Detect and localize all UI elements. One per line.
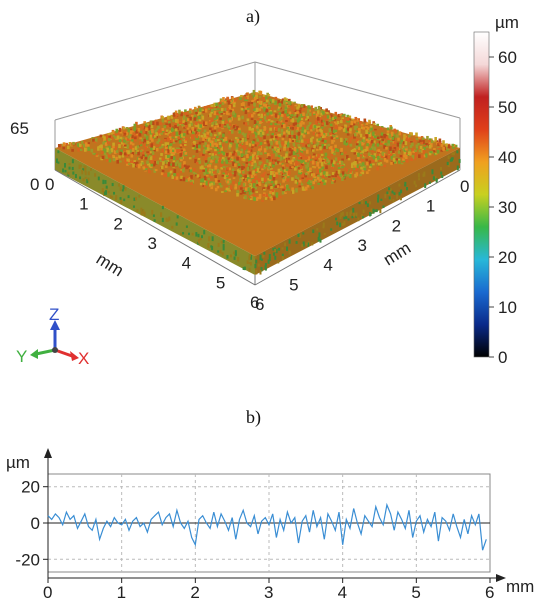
colorbar-tick-label: 30 — [498, 198, 517, 217]
z-top-label: 65 — [10, 119, 29, 138]
axis-triad: Z Y X — [16, 305, 89, 368]
surface-x-tick-label: 1 — [79, 195, 88, 214]
x-tick-label: 4 — [338, 583, 347, 601]
surface-x-tick-label: 5 — [216, 273, 225, 292]
y-axis-label: µm — [6, 453, 30, 472]
axis-y-label: Y — [16, 347, 27, 366]
surface-x-ticks: 0 1 2 3 4 5 6 — [45, 175, 259, 312]
x-axis-label: mm — [506, 577, 534, 596]
x-axis-arrow — [496, 574, 506, 582]
surface-y-tick-label: 6 — [255, 295, 264, 314]
surface-y-tick-label: 5 — [289, 275, 298, 294]
x-tick-label: 3 — [264, 583, 273, 601]
axis-x-label: X — [78, 349, 89, 368]
colorbar-ticks: 60 50 40 30 20 10 0 — [489, 48, 517, 367]
surface-x-tick-label: 6 — [250, 293, 259, 312]
y-tick-label: 20 — [21, 478, 40, 497]
colorbar-tick-label: 10 — [498, 298, 517, 317]
profile-line — [47, 502, 487, 551]
surface-y-tick-label: 4 — [323, 256, 332, 275]
surface-y-tick-label: 2 — [392, 216, 401, 235]
x-tick-label: 5 — [411, 583, 420, 601]
surface-x-label: mm — [93, 249, 127, 280]
panel-label-a: a) — [246, 6, 260, 26]
colorbar-tick-label: 60 — [498, 48, 517, 67]
y-tick-label: -20 — [15, 550, 40, 569]
surface-front-frame — [54, 169, 461, 286]
y-tick-label: 0 — [31, 514, 40, 533]
y-ticks: 20 0 -20 — [15, 478, 48, 569]
surface-y-label: mm — [380, 238, 414, 269]
x-ticks: 0 1 2 3 4 5 6 — [43, 578, 494, 601]
surface-x-tick-label: 4 — [182, 254, 191, 273]
surface-3d-plot: 65 0 0 1 2 3 4 5 6 0 1 2 3 4 5 6 mm mm µm 60 50 40 30 20… — [10, 13, 519, 368]
panel-label-b: b) — [246, 407, 261, 427]
colorbar-unit: µm — [495, 13, 519, 32]
x-tick-label: 6 — [485, 583, 494, 601]
x-tick-label: 1 — [117, 583, 126, 601]
colorbar-tick-label: 40 — [498, 148, 517, 167]
surface-x-tick-label: 3 — [148, 234, 157, 253]
colorbar-tick-label: 50 — [498, 98, 517, 117]
surface-y-tick-label: 3 — [358, 236, 367, 255]
x-tick-label: 0 — [43, 583, 52, 601]
y-axis-arrow — [44, 448, 52, 458]
surface-x-tick-label: 2 — [113, 214, 122, 233]
z-bottom-label: 0 — [30, 175, 39, 194]
surface-y-tick-label: 1 — [426, 197, 435, 216]
surface-y-ticks: 0 1 2 3 4 5 6 — [255, 177, 469, 314]
colorbar-tick-label: 0 — [498, 348, 507, 367]
axis-z-label: Z — [49, 305, 59, 324]
profile-series — [47, 502, 487, 551]
surface-x-tick-label: 0 — [45, 175, 54, 194]
surface-y-tick-label: 0 — [460, 177, 469, 196]
colorbar — [473, 31, 490, 358]
colorbar-tick-label: 20 — [498, 248, 517, 267]
surface-texture — [55, 89, 461, 275]
surface-front-left — [55, 148, 255, 275]
x-tick-label: 2 — [190, 583, 199, 601]
